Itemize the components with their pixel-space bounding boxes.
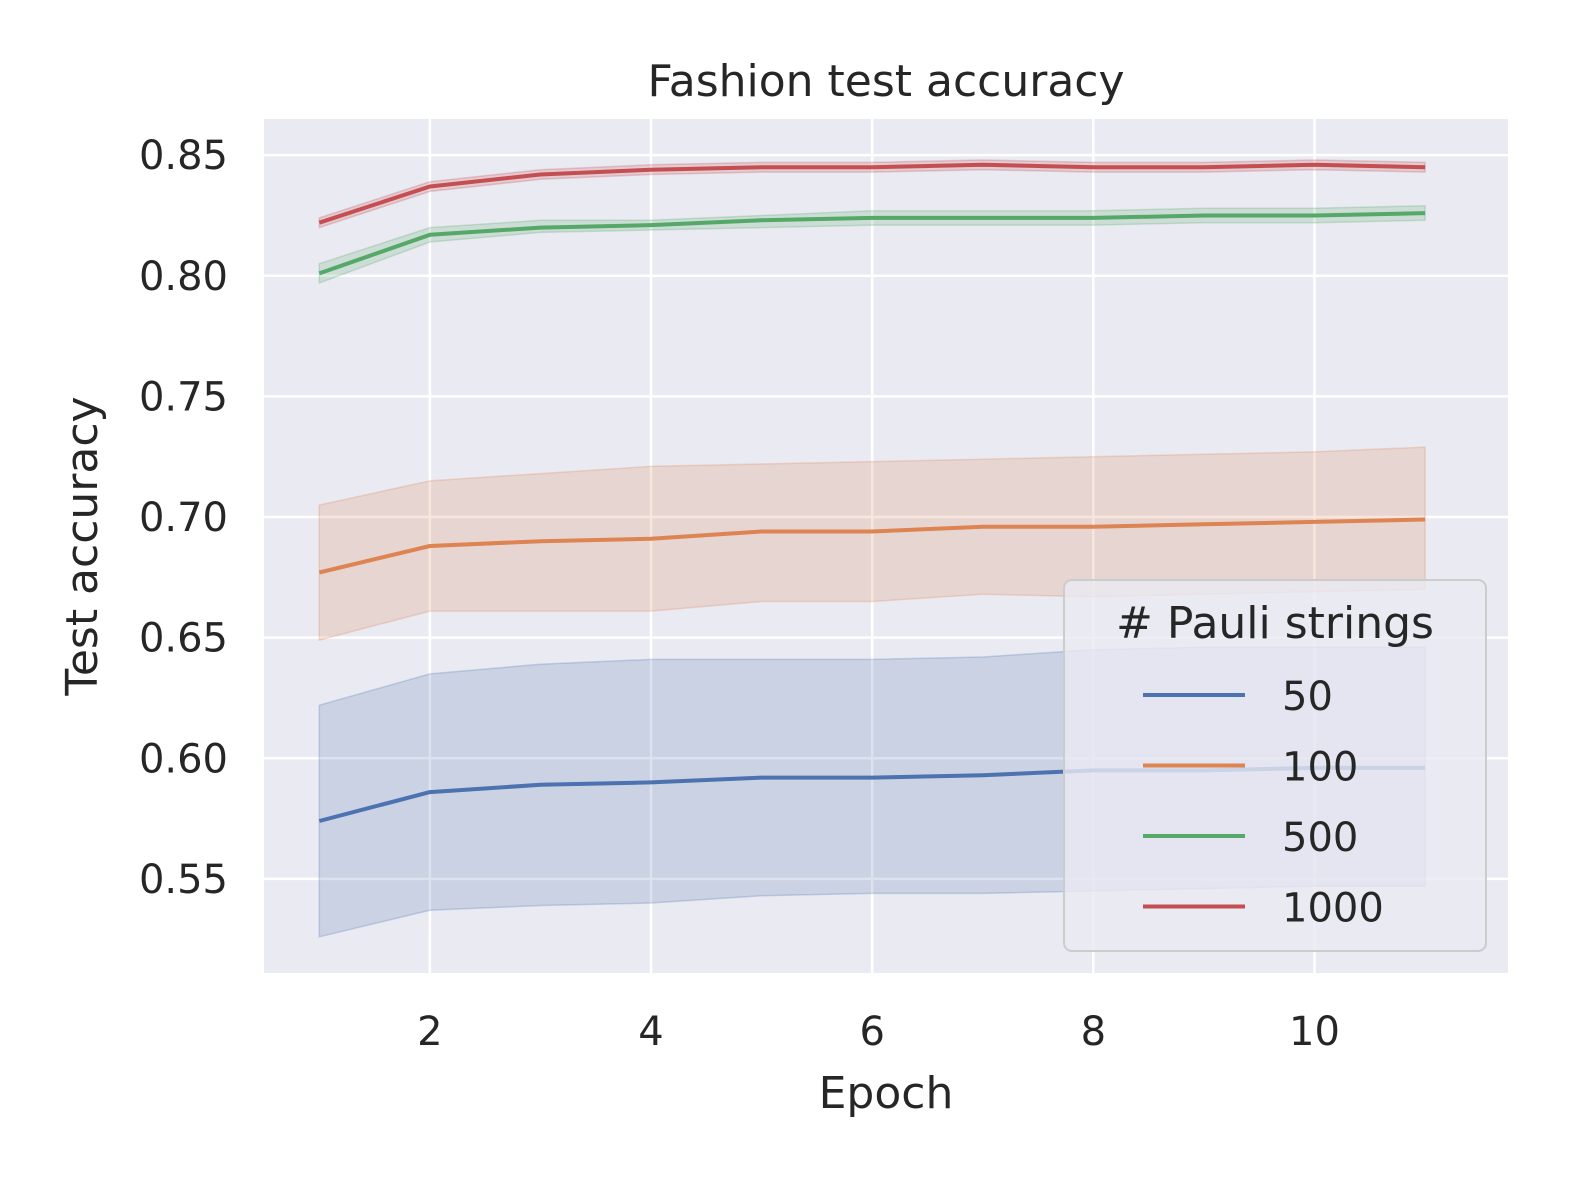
grid <box>264 119 1508 973</box>
legend-label: 100 <box>1282 745 1358 791</box>
y-axis: 0.55 0.60 0.65 0.70 0.75 0.80 0.85 <box>139 133 228 903</box>
legend-label: 50 <box>1282 674 1333 720</box>
x-tick-label: 4 <box>638 1009 663 1055</box>
y-tick-label: 0.80 <box>139 254 228 300</box>
x-tick-label: 8 <box>1081 1009 1106 1055</box>
line-series-500 <box>318 211 1426 276</box>
legend-box <box>1063 579 1487 952</box>
legend-item-50: 50 <box>1143 674 1333 720</box>
y-tick-label: 0.70 <box>139 495 228 541</box>
y-tick-label: 0.75 <box>139 374 228 420</box>
legend-item-500: 500 <box>1143 815 1358 861</box>
chart-title: Fashion test accuracy <box>647 56 1124 107</box>
line-series-100 <box>318 517 1426 575</box>
y-tick-label: 0.55 <box>139 857 228 903</box>
y-axis-label: Test accuracy <box>57 396 108 696</box>
x-axis: 2 4 6 8 10 <box>417 1009 1340 1055</box>
legend-items: 50 100 500 1000 <box>1143 674 1384 932</box>
legend-item-100: 100 <box>1143 745 1358 791</box>
legend-label: 1000 <box>1282 886 1384 932</box>
series-lines <box>318 162 1426 823</box>
y-tick-label: 0.85 <box>139 133 228 179</box>
legend-title: # Pauli strings <box>1116 598 1434 649</box>
legend-item-1000: 1000 <box>1143 886 1384 932</box>
y-tick-label: 0.60 <box>139 736 228 782</box>
x-tick-label: 10 <box>1289 1009 1340 1055</box>
line-series-1000 <box>318 162 1426 225</box>
x-tick-label: 2 <box>417 1009 442 1055</box>
x-tick-label: 6 <box>859 1009 884 1055</box>
y-tick-label: 0.65 <box>139 616 228 662</box>
legend: # Pauli strings 50 100 500 1000 <box>1063 579 1487 952</box>
legend-label: 500 <box>1282 815 1358 861</box>
x-axis-label: Epoch <box>819 1068 954 1119</box>
